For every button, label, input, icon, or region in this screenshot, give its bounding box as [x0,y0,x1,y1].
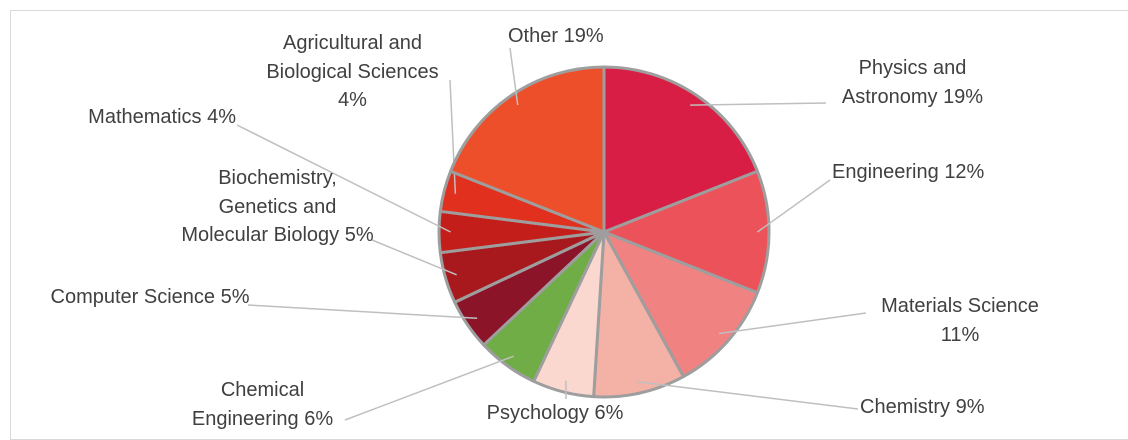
value-label: 4% [207,106,236,128]
data-label: Chemistry 9% [860,393,1060,422]
value-label: 5% [221,286,250,308]
leader-line [637,382,858,409]
leader-line [690,103,826,105]
data-label: Psychology 6% [470,399,640,428]
data-label: Mathematics 4% [40,103,236,132]
category-name: Computer Science [51,286,216,308]
value-label: 11% [941,324,980,346]
category-name: Materials Science [881,295,1039,317]
category-name: Other [508,25,558,47]
category-name: Chemical Engineering [192,379,304,430]
value-label: 19% [943,86,983,108]
category-name: Psychology [487,402,589,424]
category-name: Chemistry [860,396,950,418]
data-label: Biochemistry, Genetics and Molecular Bio… [180,164,375,250]
data-label: Engineering 12% [832,158,1032,187]
value-label: 9% [956,396,985,418]
data-label: Chemical Engineering 6% [170,376,355,433]
data-label: Computer Science 5% [50,283,250,312]
category-name: Mathematics [88,106,201,128]
page: (() => { const data = JSON.parse(documen… [0,0,1128,430]
value-label: 5% [345,224,374,246]
data-label: Agricultural and Biological Sciences 4% [250,29,455,115]
leader-line [248,305,477,318]
value-label: 19% [564,25,604,47]
category-name: Engineering [832,161,939,183]
data-label: Materials Science 11% [865,292,1055,349]
value-label: 12% [944,161,984,183]
category-name: Agricultural and Biological Sciences [266,32,438,83]
value-label: 4% [338,89,367,111]
data-label: Other 19% [508,22,658,51]
value-label: 6% [304,408,333,430]
data-label: Physics and Astronomy 19% [825,54,1000,111]
value-label: 6% [594,402,623,424]
category-name: Biochemistry, Genetics and Molecular Bio… [181,167,339,246]
